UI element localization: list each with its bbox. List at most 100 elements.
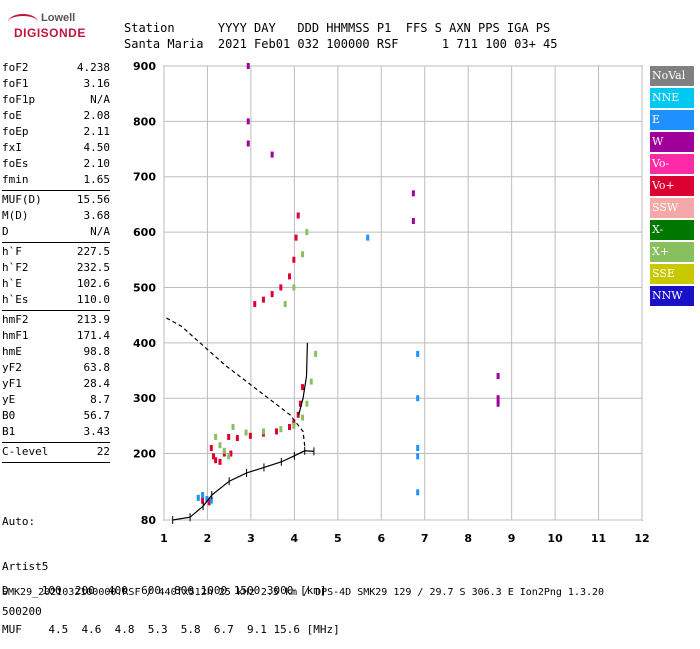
param-value: 213.9 xyxy=(76,313,110,326)
digisonde-logo: Lowell DIGISONDE xyxy=(6,8,116,42)
echo-point xyxy=(248,432,252,439)
echo-point xyxy=(305,229,309,236)
param-row: h`E 102.6 xyxy=(2,276,110,292)
echo-point xyxy=(279,284,283,291)
echo-point xyxy=(218,458,222,465)
param-row: yE 8.7 xyxy=(2,392,110,408)
legend-item-noval: NoVal xyxy=(650,66,694,86)
param-name: hmF2 xyxy=(2,313,29,326)
echo-point xyxy=(305,400,309,407)
x-tick-label: 12 xyxy=(634,532,649,545)
echo-point xyxy=(246,63,250,69)
param-row: foEp 2.11 xyxy=(2,124,110,140)
echo-point xyxy=(416,350,420,357)
param-row: MUF(D) 15.56 xyxy=(2,192,110,208)
file-info-line: SMK29_2021032100000.RSF / 440fx512h 25 k… xyxy=(2,587,605,598)
distance-row: D 100 200 400 600 800 1000 1500 3000 [km… xyxy=(2,584,327,597)
param-value: 3.68 xyxy=(83,209,111,222)
legend-item-sse: SSE xyxy=(650,264,694,284)
muf-table: D 100 200 400 600 800 1000 1500 3000 [km… xyxy=(2,558,340,649)
param-row: M(D) 3.68 xyxy=(2,208,110,224)
param-row: hmF2 213.9 xyxy=(2,312,110,328)
param-row: hmE 98.8 xyxy=(2,344,110,360)
x-tick-label: 9 xyxy=(508,532,516,545)
echo-point xyxy=(292,419,296,426)
param-separator xyxy=(2,442,110,443)
echo-point xyxy=(496,400,500,407)
param-name: h`F2 xyxy=(2,261,29,274)
legend-item-nne: NNE xyxy=(650,88,694,108)
param-value: 22 xyxy=(96,445,110,458)
y-tick-label: 80 xyxy=(141,514,157,527)
echo-point xyxy=(244,429,248,436)
param-row: C-level 22 xyxy=(2,444,110,460)
auto-label: Auto: xyxy=(2,515,36,528)
param-name: foF1 xyxy=(2,77,29,90)
param-name: fxI xyxy=(2,141,22,154)
param-value: 2.08 xyxy=(83,109,111,122)
polarization-legend: NoVal NNE E W Vo- Vo+ SSW X- X+ SSE NNW xyxy=(650,66,694,308)
echo-point xyxy=(196,494,200,501)
param-row: h`Es 110.0 xyxy=(2,292,110,308)
echo-point xyxy=(214,457,218,464)
param-name: B1 xyxy=(2,425,16,438)
echo-point xyxy=(253,301,257,308)
legend-item-nnw: NNW xyxy=(650,286,694,306)
logo-lowell-text: Lowell xyxy=(41,12,76,24)
param-separator xyxy=(2,462,110,463)
echo-point xyxy=(229,450,233,457)
param-row: foEs 2.10 xyxy=(2,156,110,172)
echo-point xyxy=(211,453,215,460)
param-separator xyxy=(2,190,110,191)
param-row: B1 3.43 xyxy=(2,424,110,440)
param-value: 2.10 xyxy=(83,157,111,170)
echo-point xyxy=(416,445,420,452)
param-value: 232.5 xyxy=(76,261,110,274)
param-name: yF1 xyxy=(2,377,22,390)
param-row: D N/A xyxy=(2,224,110,240)
auto-program: Artist5 xyxy=(2,560,49,573)
echo-point xyxy=(205,495,209,502)
param-name: foF1p xyxy=(2,93,36,106)
param-row: foF2 4.238 xyxy=(2,60,110,76)
y-tick-label: 500 xyxy=(133,281,156,294)
header-line-2: Santa Maria 2021 Feb01 032 100000 RSF 1 … xyxy=(124,37,558,51)
x-tick-label: 4 xyxy=(291,532,299,545)
legend-item-x: X+ xyxy=(650,242,694,262)
x-tick-label: 8 xyxy=(464,532,472,545)
y-tick-label: 900 xyxy=(133,60,156,73)
param-name: D xyxy=(2,225,9,238)
echo-point xyxy=(301,414,305,421)
x-tick-label: 2 xyxy=(204,532,212,545)
param-value: 4.238 xyxy=(76,61,110,74)
param-row: B0 56.7 xyxy=(2,408,110,424)
electron-density-profile xyxy=(165,317,306,446)
legend-item-x: X- xyxy=(650,220,694,240)
y-tick-label: 700 xyxy=(133,171,156,184)
echo-point xyxy=(261,428,265,435)
echo-point xyxy=(298,400,302,407)
param-row: hmF1 171.4 xyxy=(2,328,110,344)
legend-item-vo: Vo- xyxy=(650,154,694,174)
param-name: B0 xyxy=(2,409,16,422)
echo-point xyxy=(227,433,231,440)
logo-digisonde-text: DIGISONDE xyxy=(14,26,86,40)
echo-point xyxy=(411,218,415,225)
y-tick-label: 400 xyxy=(133,337,156,350)
echo-point xyxy=(270,151,274,158)
param-row: h`F 227.5 xyxy=(2,244,110,260)
y-tick-label: 800 xyxy=(133,115,156,128)
echo-point xyxy=(496,395,500,402)
param-separator xyxy=(2,242,110,243)
param-value: 63.8 xyxy=(83,361,111,374)
param-value: N/A xyxy=(90,225,110,238)
echo-point xyxy=(283,301,287,308)
param-value: 2.11 xyxy=(83,125,111,138)
param-row: foE 2.08 xyxy=(2,108,110,124)
x-tick-label: 1 xyxy=(160,532,168,545)
param-name: M(D) xyxy=(2,209,29,222)
ionogram-chart: 1 2 3 4 5 6 7 8 9 10 11 128020030040050060070080090… xyxy=(133,60,650,545)
echo-point xyxy=(416,453,420,460)
echo-point xyxy=(231,423,235,430)
echo-point xyxy=(274,428,278,435)
